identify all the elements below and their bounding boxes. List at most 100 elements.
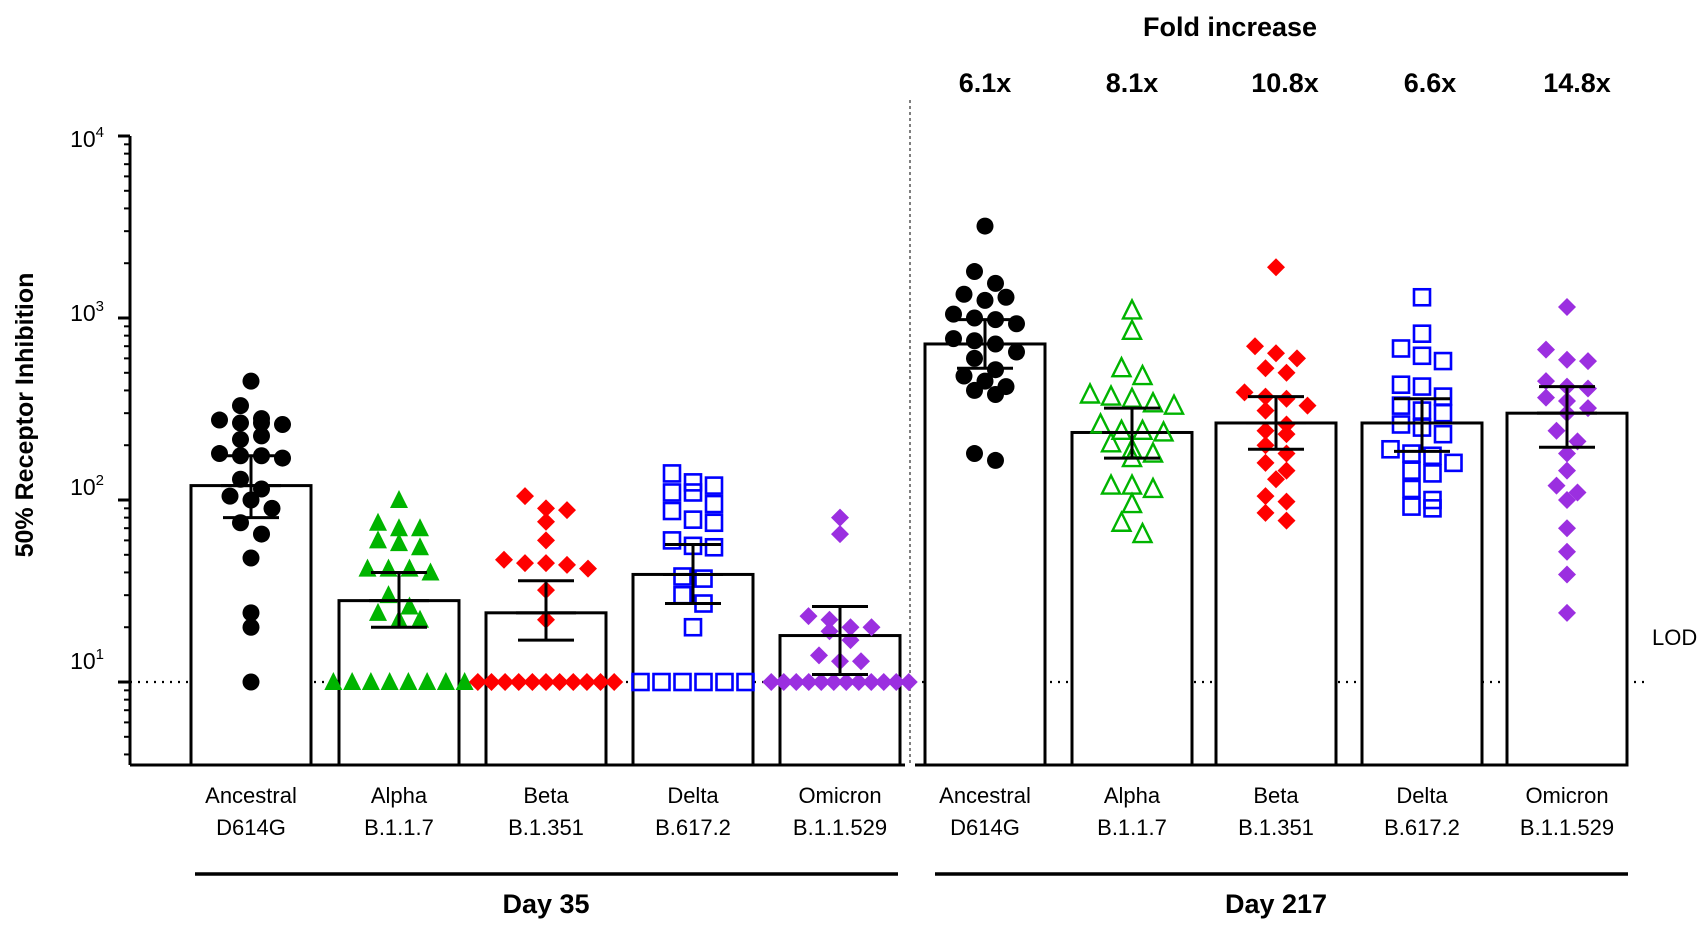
point-day-35-alpha: [455, 672, 474, 691]
point-day-217-delta: [1412, 287, 1432, 307]
y-tick-label-10-3: 103: [70, 298, 104, 326]
point-day-217-beta: [1246, 337, 1264, 356]
point-day-35-alpha: [379, 585, 398, 604]
point-day-217-beta: [1277, 511, 1296, 530]
point-day-35-delta: [673, 672, 692, 692]
point-day-217-ancestral: [955, 285, 973, 303]
point-day-35-delta: [704, 513, 724, 533]
point-day-217-delta: [1433, 387, 1453, 406]
point-day-217-ancestral: [1008, 343, 1025, 361]
point-day-217-delta: [1391, 415, 1411, 434]
point-day-35-omicron: [762, 673, 781, 692]
point-day-35-delta: [652, 672, 671, 692]
point-day-35-alpha: [343, 672, 362, 691]
point-day-35-delta: [683, 473, 703, 492]
point-day-217-alpha: [1142, 440, 1164, 463]
point-day-217-ancestral: [966, 263, 983, 281]
svg-text:101: 101: [70, 646, 104, 674]
svg-text:103: 103: [70, 298, 104, 326]
bar-day-35-delta: [631, 572, 755, 767]
group-label-day35: Day 35: [502, 889, 589, 919]
point-day-35-beta: [537, 499, 555, 518]
bar-day-217-delta: [1360, 421, 1484, 767]
point-day-35-delta: [662, 531, 682, 550]
point-day-217-beta: [1256, 453, 1275, 472]
point-day-217-beta: [1267, 344, 1285, 363]
svg-text:104: 104: [70, 124, 104, 152]
x-label-day217-alpha: Alpha B.1.1.7: [1097, 783, 1167, 840]
point-day-217-omicron: [1537, 340, 1555, 359]
point-day-35-beta: [577, 673, 596, 692]
point-day-217-beta: [1298, 396, 1317, 415]
point-day-217-delta: [1423, 499, 1442, 518]
svg-text:102: 102: [70, 472, 104, 500]
point-day-217-alpha: [1142, 390, 1164, 413]
point-day-35-alpha: [369, 602, 387, 621]
point-day-35-ancestral: [274, 415, 291, 433]
point-day-217-delta: [1412, 377, 1432, 396]
point-day-35-ancestral: [242, 549, 260, 567]
point-day-35-omicron: [799, 673, 818, 692]
point-day-35-alpha: [399, 672, 418, 691]
point-day-35-beta: [537, 531, 555, 550]
point-day-35-omicron: [810, 646, 828, 665]
x-label-day217-delta: Delta B.617.2: [1384, 783, 1460, 840]
point-day-217-delta: [1433, 403, 1453, 423]
point-day-217-beta: [1277, 492, 1296, 511]
point-day-217-ancestral: [1008, 315, 1025, 333]
point-day-217-ancestral: [987, 451, 1004, 469]
point-day-35-beta: [496, 673, 515, 692]
point-day-217-omicron: [1579, 352, 1597, 371]
point-day-217-ancestral: [966, 349, 983, 367]
point-day-35-alpha: [411, 609, 429, 628]
group-label-day217: Day 217: [1225, 889, 1327, 919]
point-day-35-ancestral: [242, 673, 260, 691]
point-day-35-omicron: [862, 673, 881, 692]
point-day-35-delta: [694, 569, 713, 588]
point-day-35-beta: [591, 673, 610, 692]
x-label-day35-beta: Beta B.1.351: [508, 783, 584, 840]
point-day-217-omicron: [1579, 379, 1597, 398]
point-day-217-delta: [1391, 339, 1411, 358]
point-day-217-beta: [1277, 425, 1296, 444]
point-day-217-alpha: [1110, 418, 1133, 441]
point-day-217-delta: [1423, 464, 1442, 483]
point-day-35-alpha: [369, 512, 387, 531]
fold-value-alpha: 8.1x: [1106, 68, 1159, 98]
point-day-35-delta: [662, 501, 682, 521]
point-day-217-delta: [1412, 324, 1432, 343]
x-label-day35-delta: Delta B.617.2: [655, 783, 731, 840]
point-day-35-omicron: [841, 618, 860, 637]
point-day-35-omicron: [820, 610, 839, 629]
point-day-217-ancestral: [955, 367, 973, 385]
point-day-35-beta: [550, 673, 569, 692]
point-day-35-beta: [523, 673, 542, 692]
point-day-217-beta: [1256, 421, 1275, 440]
point-day-35-delta: [694, 672, 713, 692]
point-day-35-omicron: [874, 673, 893, 692]
point-day-217-delta: [1433, 351, 1453, 371]
point-day-35-ancestral: [232, 397, 249, 415]
point-day-35-alpha: [324, 672, 343, 691]
point-day-217-delta: [1412, 346, 1432, 366]
y-axis-title: 50% Receptor Inhibition: [11, 273, 39, 558]
point-day-217-delta: [1381, 439, 1400, 459]
point-day-217-delta: [1423, 446, 1442, 466]
point-day-217-ancestral: [966, 332, 983, 350]
point-day-35-ancestral: [242, 618, 260, 636]
point-day-217-ancestral: [976, 217, 994, 235]
point-day-35-omicron: [899, 673, 918, 692]
point-day-35-ancestral: [211, 445, 228, 463]
point-day-35-delta: [683, 510, 703, 529]
point-day-217-alpha: [1131, 418, 1154, 441]
point-day-35-omicron: [824, 673, 843, 692]
x-label-day217-omicron: Omicron B.1.1.529: [1520, 783, 1614, 840]
point-day-35-ancestral: [211, 411, 228, 429]
bar-day-217-ancestral: [923, 342, 1047, 767]
point-day-35-ancestral: [242, 604, 260, 622]
point-day-217-alpha: [1142, 476, 1164, 499]
point-day-35-delta: [673, 567, 692, 586]
point-day-217-alpha: [1100, 430, 1122, 453]
point-day-35-beta: [516, 554, 534, 573]
x-label-day217-beta: Beta B.1.351: [1238, 783, 1314, 840]
